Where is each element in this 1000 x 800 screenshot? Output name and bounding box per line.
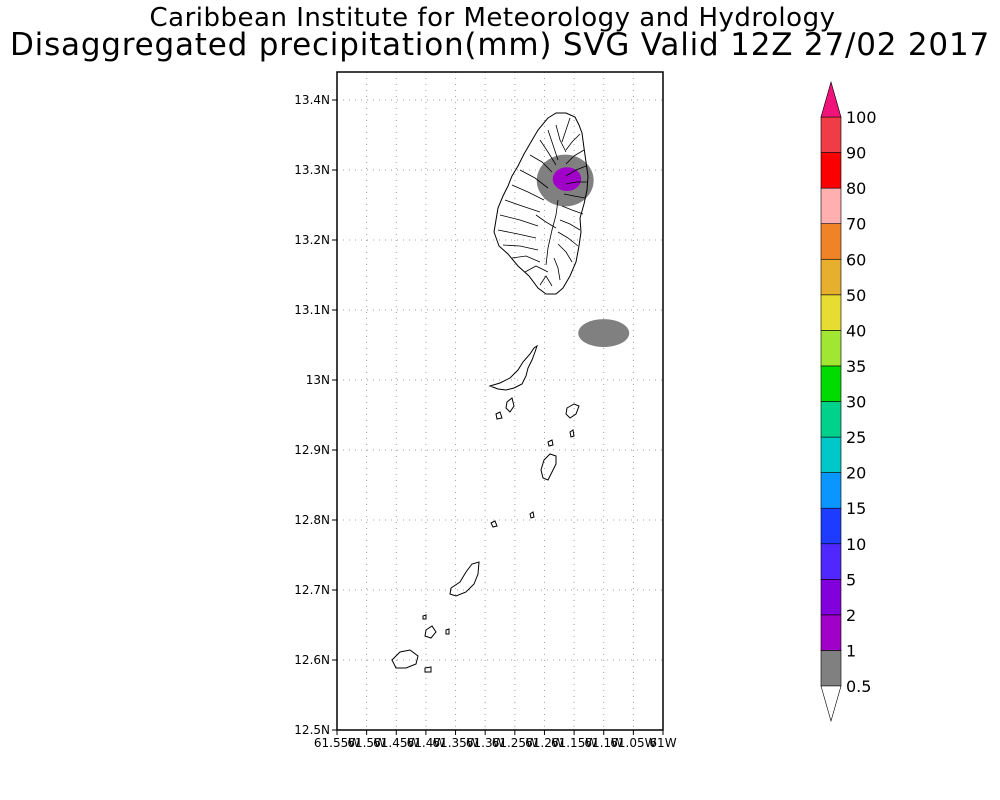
colorbar-swatch [820, 579, 842, 616]
st-vincent-drainage [497, 117, 587, 287]
colorbar-label: 1 [846, 641, 856, 660]
colorbar-swatch [820, 472, 842, 509]
x-tick-label: 61.3W [466, 736, 505, 750]
y-tick-label: 13.1N [294, 303, 330, 317]
small-island-10 [424, 666, 432, 673]
small-island-2 [495, 411, 503, 420]
axis-ticks: 13.4N 13.3N 13.2N 13.1N 13N 12.9N 12.8N 12.7N 12… [294, 93, 676, 750]
precipitation-layer [536, 154, 630, 348]
colorbar-swatch [820, 365, 842, 402]
x-tick-label: 61.35W [432, 736, 478, 750]
small-island-8 [445, 628, 450, 635]
small-island-4 [547, 439, 554, 447]
colorbar-swatch [820, 650, 842, 687]
colorbar-label: 20 [846, 464, 866, 483]
x-tick-label: 61.1W [584, 736, 623, 750]
small-island-1 [505, 397, 515, 413]
colorbar-label: 80 [846, 179, 866, 198]
colorbar-swatch [820, 116, 842, 153]
x-tick-label: 61.25W [492, 736, 538, 750]
coastlines [391, 112, 589, 673]
y-tick-label: 12.9N [294, 443, 330, 457]
small-island-6 [490, 520, 498, 528]
x-tick-label: 61.05W [610, 736, 656, 750]
colorbar-swatch [820, 294, 842, 331]
colorbar-label: 2 [846, 606, 856, 625]
carriacou-coast [391, 649, 419, 669]
x-tick-label: 61.15W [551, 736, 597, 750]
colorbar-under-triangle [820, 685, 842, 723]
y-tick-label: 12.7N [294, 583, 330, 597]
colorbar-over-triangle [820, 80, 842, 118]
colorbar-label: 25 [846, 428, 866, 447]
colorbar-swatch [820, 258, 842, 296]
small-island-9 [422, 614, 427, 620]
colorbar-label: 5 [846, 570, 856, 589]
small-island-5 [529, 511, 535, 519]
map-title: Caribbean Institute for Meteorology and … [149, 3, 836, 33]
colorbar-swatch [820, 187, 842, 224]
y-tick-label: 12.6N [294, 653, 330, 667]
x-tick-label: 61.4W [407, 736, 446, 750]
colorbar-label: 10 [846, 535, 866, 554]
map-frame [336, 71, 664, 731]
colorbar-label: 60 [846, 250, 866, 269]
colorbar-swatch [820, 330, 842, 367]
x-tick-label: 61.55W [314, 736, 360, 750]
colorbar-label: 30 [846, 393, 866, 412]
union-island-coast [449, 561, 480, 597]
precip-east-cell [578, 319, 630, 348]
y-tick-label: 12.5N [294, 723, 330, 737]
st-vincent-coast [493, 112, 589, 295]
colorbar-label: 0.5 [846, 677, 871, 696]
colorbar-label: 50 [846, 286, 866, 305]
x-tick-label: 61W [649, 736, 676, 750]
colorbar-swatch [820, 401, 842, 438]
colorbar-label: 15 [846, 499, 866, 518]
colorbar-label: 90 [846, 144, 866, 163]
colorbar-swatch [820, 436, 842, 473]
x-tick-label: 61.2W [525, 736, 564, 750]
x-tick-label: 61.5W [347, 736, 386, 750]
bequia-coast [488, 344, 538, 391]
colorbar-swatch [820, 614, 842, 651]
small-island-7 [424, 625, 437, 639]
small-island-3 [569, 429, 575, 438]
precip-north-cell-inner [552, 167, 582, 192]
x-tick-label: 61.45W [373, 736, 419, 750]
colorbar-label: 35 [846, 357, 866, 376]
mustique-coast [565, 403, 580, 419]
grid-lines [337, 72, 663, 730]
colorbar-swatch [820, 152, 842, 189]
y-tick-label: 13.3N [294, 163, 330, 177]
y-tick-label: 12.8N [294, 513, 330, 527]
colorbar-label: 40 [846, 321, 866, 340]
colorbar-swatch [820, 223, 842, 260]
colorbar-swatch [820, 543, 842, 580]
colorbar-swatch [820, 507, 842, 545]
canouan-coast [540, 453, 557, 481]
colorbar-label: 70 [846, 215, 866, 234]
colorbar-label: 100 [846, 108, 877, 127]
y-tick-label: 13N [306, 373, 330, 387]
y-tick-label: 13.4N [294, 93, 330, 107]
y-tick-label: 13.2N [294, 233, 330, 247]
map-subtitle: Disaggregated precipitation(mm) SVG Vali… [9, 27, 991, 63]
plot-border [336, 71, 664, 731]
